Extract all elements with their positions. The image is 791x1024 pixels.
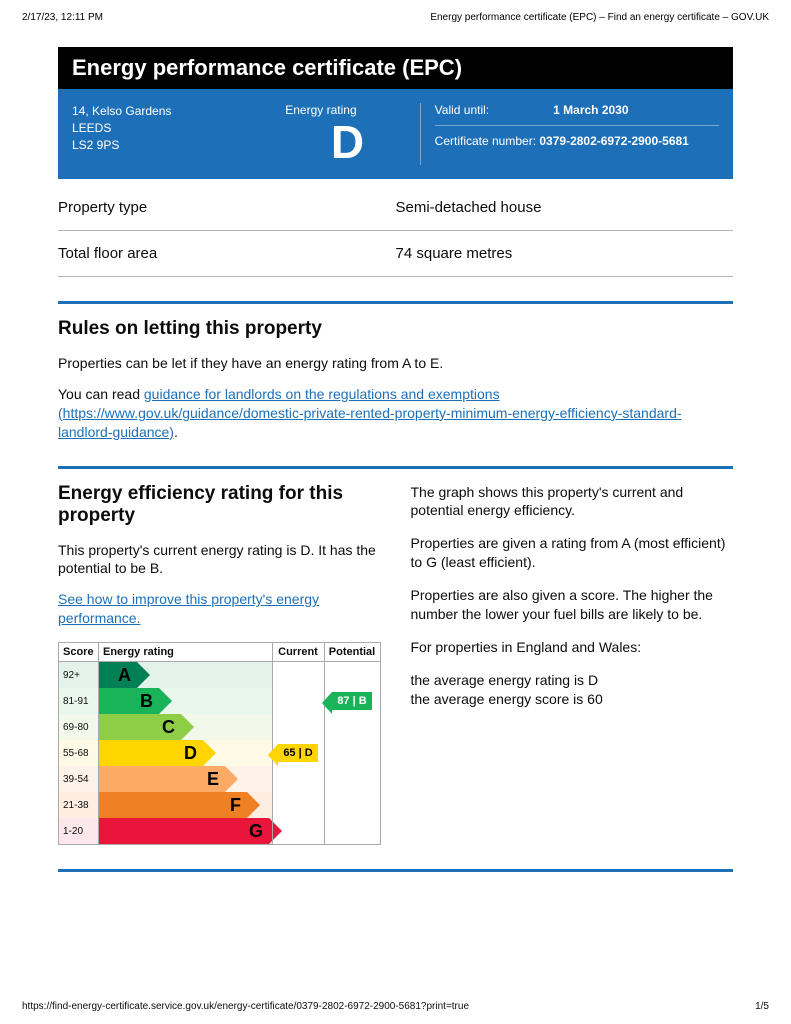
chart-potential-cell xyxy=(324,662,380,688)
chart-row: 92+A xyxy=(59,662,380,688)
divider xyxy=(58,869,733,872)
property-type-value: Semi-detached house xyxy=(396,199,734,216)
address-line2: LEEDS xyxy=(72,120,285,137)
chart-potential-cell xyxy=(324,740,380,766)
chart-row: 21-38F xyxy=(59,792,380,818)
address-line1: 14, Kelso Gardens xyxy=(72,103,285,120)
efficiency-right-p3: Properties are also given a score. The h… xyxy=(411,586,734,624)
property-type-label: Property type xyxy=(58,199,396,216)
chart-current-cell xyxy=(272,714,324,740)
chart-score: 81-91 xyxy=(59,688,99,714)
print-datetime: 2/17/23, 12:11 PM xyxy=(22,12,103,23)
chart-bar: B xyxy=(99,688,159,714)
cert-label: Certificate number: xyxy=(435,134,536,148)
chart-current-cell xyxy=(272,818,324,844)
current-tag: 65 | D xyxy=(278,744,317,762)
rating-label: Energy rating xyxy=(285,103,409,117)
chart-bar: E xyxy=(99,766,225,792)
print-url: https://find-energy-certificate.service.… xyxy=(22,1001,469,1012)
chart-bar: G xyxy=(99,818,269,844)
chart-bar: F xyxy=(99,792,247,818)
improve-link[interactable]: See how to improve this property's energ… xyxy=(58,591,319,626)
chart-row: 1-20G xyxy=(59,818,380,844)
chart-current-cell xyxy=(272,792,324,818)
efficiency-right-p5: the average energy rating is D the avera… xyxy=(411,671,734,709)
chart-current-cell xyxy=(272,766,324,792)
divider xyxy=(58,301,733,304)
landlord-guidance-link[interactable]: guidance for landlords on the regulation… xyxy=(58,386,682,440)
page-title: Energy performance certificate (EPC) xyxy=(58,47,733,89)
chart-head-potential: Potential xyxy=(324,643,380,661)
chart-bar: A xyxy=(99,662,137,688)
address-line3: LS2 9PS xyxy=(72,137,285,154)
chart-potential-cell xyxy=(324,714,380,740)
chart-current-cell: 65 | D xyxy=(272,740,324,766)
letting-p2: You can read guidance for landlords on t… xyxy=(58,385,733,442)
rating-grade: D xyxy=(285,119,409,165)
efficiency-right-p2: Properties are given a rating from A (mo… xyxy=(411,534,734,572)
efficiency-heading: Energy efficiency rating for this proper… xyxy=(58,483,381,527)
chart-score: 69-80 xyxy=(59,714,99,740)
chart-row: 39-54E xyxy=(59,766,380,792)
letting-heading: Rules on letting this property xyxy=(58,318,733,340)
chart-score: 55-68 xyxy=(59,740,99,766)
chart-bar: D xyxy=(99,740,203,766)
chart-score: 39-54 xyxy=(59,766,99,792)
efficiency-right-p1: The graph shows this property's current … xyxy=(411,483,734,521)
chart-score: 92+ xyxy=(59,662,99,688)
chart-potential-cell: 87 | B xyxy=(324,688,380,714)
valid-date: 1 March 2030 xyxy=(553,103,719,117)
valid-label: Valid until: xyxy=(435,103,553,117)
chart-current-cell xyxy=(272,662,324,688)
floor-area-label: Total floor area xyxy=(58,245,396,262)
chart-potential-cell xyxy=(324,792,380,818)
efficiency-p1: This property's current energy rating is… xyxy=(58,541,381,579)
cert-number: 0379-2802-6972-2900-5681 xyxy=(539,134,688,148)
chart-head-score: Score xyxy=(59,643,99,661)
chart-bar: C xyxy=(99,714,181,740)
print-title: Energy performance certificate (EPC) – F… xyxy=(430,12,769,23)
floor-area-value: 74 square metres xyxy=(396,245,734,262)
letting-p1: Properties can be let if they have an en… xyxy=(58,354,733,373)
chart-head-rating: Energy rating xyxy=(99,643,272,661)
potential-tag: 87 | B xyxy=(332,692,371,710)
chart-row: 69-80C xyxy=(59,714,380,740)
chart-row: 55-68D 65 | D xyxy=(59,740,380,766)
chart-current-cell xyxy=(272,688,324,714)
chart-row: 81-91B 87 | B xyxy=(59,688,380,714)
chart-potential-cell xyxy=(324,766,380,792)
chart-potential-cell xyxy=(324,818,380,844)
chart-score: 21-38 xyxy=(59,792,99,818)
print-page: 1/5 xyxy=(755,1001,769,1012)
divider xyxy=(58,466,733,469)
chart-score: 1-20 xyxy=(59,818,99,844)
efficiency-right-p4: For properties in England and Wales: xyxy=(411,638,734,657)
rating-chart: Score Energy rating Current Potential 92… xyxy=(58,642,381,845)
chart-head-current: Current xyxy=(272,643,324,661)
summary-panel: 14, Kelso Gardens LEEDS LS2 9PS Energy r… xyxy=(58,89,733,179)
